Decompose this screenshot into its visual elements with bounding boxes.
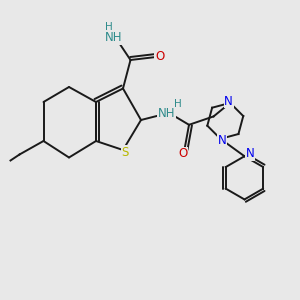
Text: H: H	[105, 22, 113, 32]
Text: O: O	[155, 50, 164, 64]
Text: S: S	[122, 146, 129, 159]
Text: N: N	[245, 147, 254, 160]
Text: N: N	[224, 95, 233, 108]
Text: O: O	[178, 147, 188, 161]
Text: N: N	[218, 134, 226, 147]
Text: NH: NH	[158, 107, 175, 120]
Text: H: H	[174, 99, 182, 109]
Text: NH: NH	[105, 31, 123, 44]
